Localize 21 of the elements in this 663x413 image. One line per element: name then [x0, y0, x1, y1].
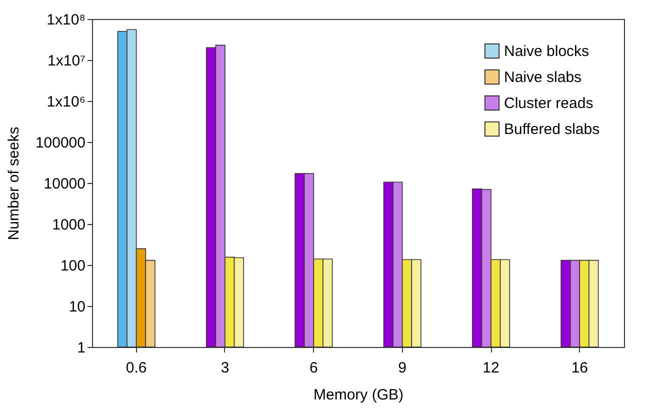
- legend-label: Cluster reads: [504, 95, 594, 112]
- x-axis-title: Memory (GB): [314, 386, 404, 404]
- legend-label: Naive slabs: [504, 69, 582, 86]
- x-tick-label: 3: [220, 360, 230, 376]
- y-tick-label: 100000: [35, 134, 86, 152]
- x-tick-label: 16: [571, 360, 588, 376]
- y-tick-label: 1x10⁷: [48, 52, 86, 70]
- x-tick-label: 9: [398, 360, 407, 376]
- x-tick-label: 0.6: [126, 360, 147, 376]
- y-tick-label: 1000: [52, 216, 86, 234]
- y-tick-label: 1: [77, 340, 86, 356]
- y-tick-label: 1x10⁸: [46, 12, 86, 28]
- y-tick-label: 100: [60, 258, 86, 274]
- legend-label: Naive blocks: [504, 43, 590, 60]
- y-tick-label: 10000: [44, 176, 86, 192]
- x-tick-label: 6: [309, 360, 318, 376]
- y-axis-title: Number of seeks: [5, 126, 22, 240]
- x-tick-label: 12: [482, 360, 500, 376]
- y-tick-label: 10: [68, 298, 86, 316]
- legend-label: Buffered slabs: [504, 121, 600, 138]
- y-tick-label: 1x10⁶: [46, 94, 86, 110]
